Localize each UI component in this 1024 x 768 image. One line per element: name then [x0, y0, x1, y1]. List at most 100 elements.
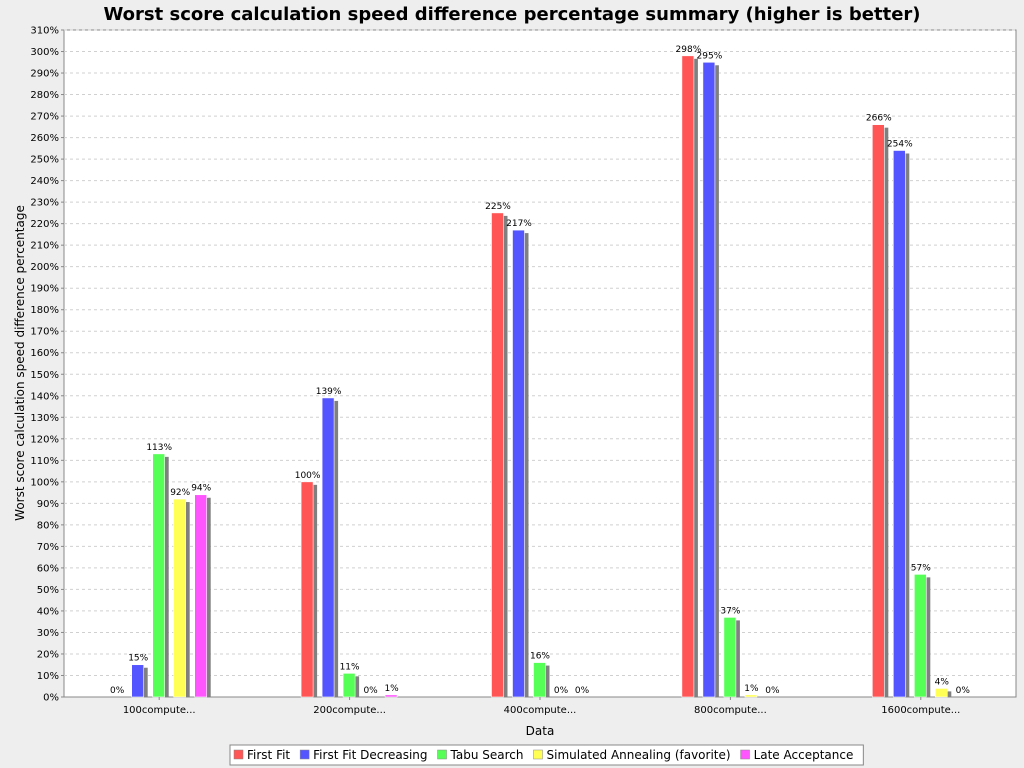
- y-tick-label: 280%: [30, 90, 59, 101]
- bar: [723, 617, 737, 698]
- y-tick-label: 70%: [37, 542, 59, 553]
- data-label: 57%: [911, 563, 931, 573]
- plot-area: [63, 29, 1017, 698]
- bar: [934, 688, 948, 698]
- legend-swatch: [437, 749, 447, 760]
- data-label: 225%: [485, 202, 511, 212]
- y-tick-label: 90%: [37, 499, 59, 510]
- data-label: 0%: [110, 686, 125, 696]
- y-tick-label: 60%: [37, 563, 59, 574]
- y-tick-label: 30%: [37, 628, 59, 639]
- legend-swatch: [533, 749, 543, 760]
- y-tick-label: 120%: [30, 434, 59, 445]
- y-tick-label: 10%: [37, 671, 59, 682]
- y-tick-label: 150%: [30, 370, 59, 381]
- data-label: 298%: [676, 45, 702, 55]
- legend: First Fit First Fit Decreasing Tabu Search…: [229, 744, 864, 766]
- data-label: 37%: [720, 606, 740, 616]
- y-tick-label: 40%: [37, 606, 59, 617]
- data-label: 139%: [316, 387, 342, 397]
- y-tick-label: 80%: [37, 520, 59, 531]
- bar: [342, 673, 356, 698]
- y-tick-label: 190%: [30, 284, 59, 295]
- x-axis-ticks: 100compute... 200compute... 400compute... 8…: [123, 697, 960, 716]
- legend-box: [229, 744, 864, 766]
- data-label: 0%: [765, 686, 780, 696]
- bar: [384, 694, 398, 698]
- legend-swatch: [299, 749, 310, 760]
- bar: [744, 694, 758, 698]
- bar: [300, 481, 314, 698]
- bar: [533, 662, 546, 698]
- y-tick-label: 140%: [30, 391, 59, 402]
- bar: [892, 150, 906, 698]
- data-label: 100%: [295, 471, 321, 481]
- data-label: 0%: [956, 686, 971, 696]
- y-tick-label: 110%: [30, 456, 59, 467]
- y-tick-label: 300%: [30, 47, 59, 58]
- data-label: 1%: [744, 684, 759, 694]
- y-tick-label: 50%: [37, 585, 59, 596]
- y-tick-label: 240%: [30, 176, 59, 187]
- data-label: 92%: [170, 488, 190, 498]
- y-tick-label: 270%: [30, 112, 59, 123]
- legend-label: Simulated Annealing (favorite): [547, 748, 731, 762]
- y-tick-label: 160%: [30, 348, 59, 359]
- bar: [131, 664, 144, 698]
- data-label: 94%: [191, 484, 211, 494]
- bar: [491, 212, 504, 698]
- y-tick-label: 0%: [43, 693, 59, 704]
- data-labels: 15% 113% 92% 94% 100% 139% 11% 0% 1% 225% 217% 16% 0…: [110, 45, 970, 696]
- y-tick-label: 310%: [30, 26, 59, 37]
- data-label: 4%: [935, 677, 950, 687]
- y-tick-label: 260%: [30, 133, 59, 144]
- bar: [913, 574, 927, 698]
- bar: [152, 453, 165, 698]
- x-tick-label: 200compute...: [313, 705, 386, 716]
- bar: [871, 124, 885, 698]
- grid-lines: [64, 29, 1016, 676]
- legend-label: First Fit: [247, 748, 290, 762]
- data-label: 1%: [384, 684, 399, 694]
- legend-label: First Fit Decreasing: [313, 748, 427, 762]
- data-label: 295%: [697, 51, 723, 61]
- data-label: 0%: [575, 686, 590, 696]
- legend-label: Late Acceptance: [754, 748, 854, 762]
- data-label: 266%: [866, 114, 892, 124]
- data-label: 217%: [506, 219, 532, 229]
- bar: [321, 397, 335, 698]
- y-tick-label: 100%: [30, 477, 59, 488]
- data-label: 15%: [128, 654, 148, 664]
- bar: [681, 55, 695, 698]
- data-label: 0%: [363, 686, 378, 696]
- legend-swatch: [233, 749, 244, 760]
- data-label: 113%: [146, 443, 172, 453]
- y-tick-label: 200%: [30, 262, 59, 273]
- y-tick-label: 180%: [30, 305, 59, 316]
- x-tick-label: 1600compute...: [881, 705, 960, 716]
- bar: [702, 61, 716, 698]
- y-tick-label: 20%: [37, 649, 59, 660]
- chart-title: Worst score calculation speed difference…: [103, 4, 920, 25]
- bar: [512, 229, 525, 698]
- data-label: 11%: [340, 662, 360, 672]
- legend-swatch: [740, 749, 750, 760]
- x-tick-label: 800compute...: [694, 705, 767, 716]
- y-axis-ticks: 0% 10% 20% 30% 40% 50% 60% 70% 80% 90% 100% 110% 120…: [30, 26, 64, 704]
- bar: [173, 498, 186, 698]
- y-tick-label: 170%: [30, 327, 59, 338]
- data-label: 254%: [887, 139, 913, 149]
- bars: [131, 55, 952, 698]
- data-label: 0%: [554, 686, 569, 696]
- y-axis-label: Worst score calculation speed difference…: [13, 205, 27, 521]
- x-axis-label: Data: [526, 724, 555, 738]
- y-tick-label: 250%: [30, 155, 59, 166]
- legend-label: Tabu Search: [450, 748, 524, 762]
- x-tick-label: 400compute...: [504, 705, 577, 716]
- y-tick-label: 130%: [30, 413, 59, 424]
- bar: [194, 494, 207, 698]
- y-tick-label: 220%: [30, 219, 59, 230]
- y-tick-label: 230%: [30, 198, 59, 209]
